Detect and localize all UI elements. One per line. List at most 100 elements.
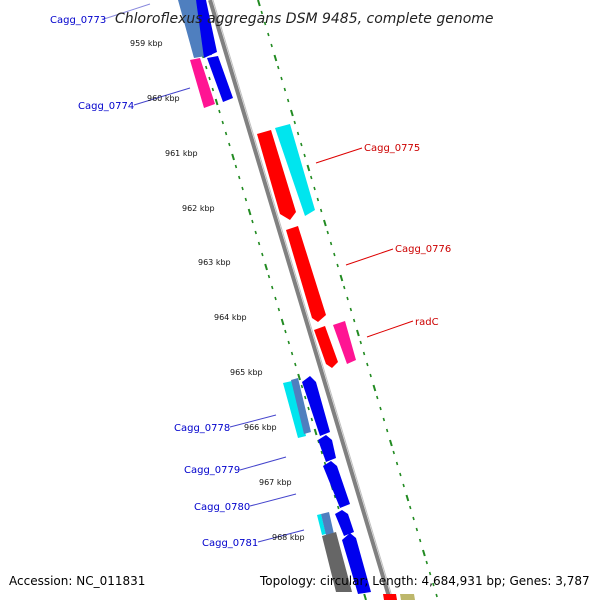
minor-tick bbox=[333, 252, 336, 257]
major-tick bbox=[405, 494, 410, 502]
minor-tick bbox=[300, 384, 304, 389]
minor-tick bbox=[415, 527, 419, 532]
gene-label-cagg-0779[interactable]: Cagg_0779 bbox=[184, 465, 240, 476]
minor-tick bbox=[346, 296, 349, 301]
leader-line bbox=[229, 414, 277, 428]
kbp-label: 967 kbp bbox=[259, 478, 292, 487]
minor-tick bbox=[283, 87, 287, 92]
gene-feature bbox=[323, 461, 350, 508]
genome-summary-text: Topology: circular; Length: 4,684,931 bp… bbox=[260, 574, 590, 588]
gene-label-cagg-0776[interactable]: Cagg_0776 bbox=[395, 244, 451, 255]
kbp-label: 968 kbp bbox=[272, 533, 305, 542]
major-tick bbox=[231, 153, 235, 161]
minor-tick bbox=[277, 307, 281, 312]
minor-tick bbox=[274, 296, 277, 301]
minor-tick bbox=[366, 362, 369, 367]
minor-tick bbox=[267, 32, 270, 37]
minor-tick bbox=[323, 461, 327, 466]
major-tick bbox=[422, 549, 426, 557]
leader-line bbox=[257, 529, 305, 543]
kbp-label: 966 kbp bbox=[244, 423, 277, 432]
minor-tick bbox=[319, 208, 323, 213]
minor-tick bbox=[359, 340, 362, 345]
gene-label-lines bbox=[103, 3, 414, 543]
kbp-label: 962 kbp bbox=[182, 204, 215, 213]
gene-label-cagg-0775[interactable]: Cagg_0775 bbox=[364, 143, 420, 154]
leader-line bbox=[133, 87, 191, 106]
gene-feature bbox=[383, 594, 397, 600]
gene-feature bbox=[257, 130, 296, 220]
minor-tick bbox=[294, 362, 297, 367]
major-tick bbox=[389, 439, 393, 447]
gene-feature bbox=[342, 533, 371, 594]
accession-text: Accession: NC_011831 bbox=[9, 574, 146, 588]
minor-tick bbox=[224, 131, 228, 136]
gene-label-cagg-0773[interactable]: Cagg_0773 bbox=[50, 15, 106, 26]
gene-feature bbox=[291, 378, 311, 434]
minor-tick bbox=[316, 197, 320, 202]
gene-feature bbox=[190, 58, 215, 108]
gene-label-cagg-0781[interactable]: Cagg_0781 bbox=[202, 538, 258, 549]
minor-tick bbox=[412, 516, 415, 521]
minor-tick bbox=[337, 505, 340, 510]
minor-tick bbox=[254, 230, 257, 235]
scale-labels: 959 kbp 960 kbp 961 kbp 962 kbp 963 kbp … bbox=[130, 39, 305, 542]
gene-feature bbox=[335, 510, 354, 536]
minor-tick bbox=[435, 593, 438, 598]
minor-tick bbox=[208, 76, 211, 81]
minor-tick bbox=[271, 285, 274, 290]
gene-label-cagg-0778[interactable]: Cagg_0778 bbox=[174, 423, 230, 434]
gene-feature bbox=[275, 124, 315, 216]
minor-tick bbox=[303, 153, 306, 158]
minor-tick bbox=[333, 494, 337, 499]
minor-tick bbox=[267, 274, 271, 279]
kbp-label: 965 kbp bbox=[230, 368, 263, 377]
minor-tick bbox=[317, 439, 320, 444]
major-tick bbox=[339, 274, 344, 282]
minor-tick bbox=[310, 175, 313, 180]
major-tick bbox=[297, 373, 301, 381]
gene-label-cagg-0780[interactable]: Cagg_0780 bbox=[194, 502, 250, 513]
minor-tick bbox=[277, 65, 280, 70]
major-tick bbox=[306, 164, 311, 172]
minor-tick bbox=[284, 329, 287, 334]
minor-tick bbox=[329, 241, 333, 246]
minor-tick bbox=[290, 351, 294, 356]
minor-tick bbox=[320, 450, 323, 455]
major-tick bbox=[290, 109, 294, 117]
minor-tick bbox=[270, 43, 273, 48]
minor-tick bbox=[261, 252, 264, 257]
gene-label-cagg-0774[interactable]: Cagg_0774 bbox=[78, 101, 134, 112]
gene-feature bbox=[317, 514, 326, 535]
gene-feature bbox=[321, 512, 334, 535]
minor-tick bbox=[336, 263, 339, 268]
gene-feature bbox=[207, 56, 233, 102]
minor-tick bbox=[228, 142, 231, 147]
leader-line bbox=[249, 493, 297, 507]
minor-tick bbox=[385, 428, 389, 433]
kbp-label: 964 kbp bbox=[214, 313, 247, 322]
kbp-label: 961 kbp bbox=[165, 149, 198, 158]
minor-tick bbox=[287, 340, 290, 345]
features bbox=[178, 0, 415, 600]
minor-tick bbox=[425, 560, 428, 565]
minor-tick bbox=[343, 285, 346, 290]
gene-label-radc[interactable]: radC bbox=[415, 317, 439, 328]
minor-tick bbox=[234, 164, 238, 169]
kbp-label: 963 kbp bbox=[198, 258, 231, 267]
minor-tick bbox=[205, 65, 208, 70]
major-tick bbox=[363, 593, 367, 600]
minor-tick bbox=[376, 395, 379, 400]
major-tick bbox=[313, 428, 318, 436]
minor-tick bbox=[379, 406, 382, 411]
minor-tick bbox=[310, 417, 314, 422]
minor-tick bbox=[211, 87, 215, 92]
minor-tick bbox=[418, 538, 422, 543]
gene-feature bbox=[314, 326, 338, 368]
major-tick bbox=[280, 318, 285, 326]
minor-tick bbox=[241, 186, 244, 191]
major-tick bbox=[273, 54, 278, 62]
leader-line bbox=[315, 147, 363, 164]
minor-tick bbox=[313, 186, 316, 191]
